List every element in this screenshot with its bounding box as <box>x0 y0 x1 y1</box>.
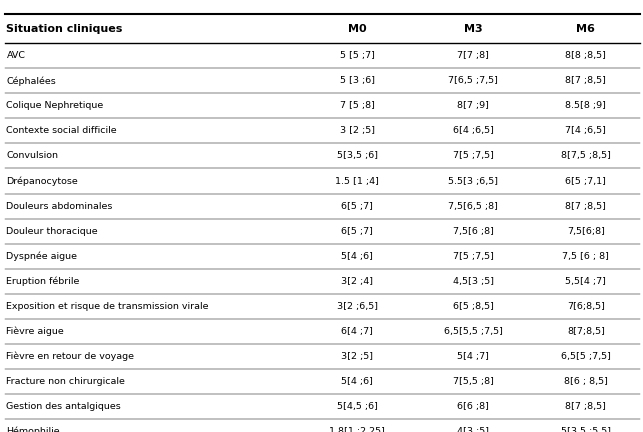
Text: Douleur thoracique: Douleur thoracique <box>6 227 98 235</box>
Text: 5,5[4 ;7]: 5,5[4 ;7] <box>565 277 606 286</box>
Text: Gestion des antalgiques: Gestion des antalgiques <box>6 402 121 411</box>
Text: Convulsion: Convulsion <box>6 152 59 160</box>
Text: 8[7;8,5]: 8[7;8,5] <box>567 327 605 336</box>
Text: Douleurs abdominales: Douleurs abdominales <box>6 202 113 210</box>
Text: 7[6;8,5]: 7[6;8,5] <box>567 302 605 311</box>
Text: 8.5[8 ;9]: 8.5[8 ;9] <box>565 102 606 110</box>
Text: 8[7 ;9]: 8[7 ;9] <box>457 102 489 110</box>
Text: 8[7 ;8,5]: 8[7 ;8,5] <box>565 402 606 411</box>
Text: Colique Nephretique: Colique Nephretique <box>6 102 104 110</box>
Text: Céphalées: Céphalées <box>6 76 56 86</box>
Text: 4[3 ;5]: 4[3 ;5] <box>457 427 489 432</box>
Text: 7[4 ;6,5]: 7[4 ;6,5] <box>565 127 606 135</box>
Text: Eruption fébrile: Eruption fébrile <box>6 276 80 286</box>
Text: 7,5 [6 ; 8]: 7,5 [6 ; 8] <box>563 252 610 260</box>
Text: 5 [3 ;6]: 5 [3 ;6] <box>340 76 375 85</box>
Text: Hémophilie: Hémophilie <box>6 427 60 432</box>
Text: 7[5,5 ;8]: 7[5,5 ;8] <box>453 377 494 386</box>
Text: 6[4 ;7]: 6[4 ;7] <box>341 327 374 336</box>
Text: 5[4 ;6]: 5[4 ;6] <box>341 377 374 386</box>
Text: 8[7 ;8,5]: 8[7 ;8,5] <box>565 202 606 210</box>
Text: 4,5[3 ;5]: 4,5[3 ;5] <box>453 277 494 286</box>
Text: 6[5 ;7,1]: 6[5 ;7,1] <box>565 177 606 185</box>
Text: 7 [5 ;8]: 7 [5 ;8] <box>340 102 375 110</box>
Text: 6[4 ;6,5]: 6[4 ;6,5] <box>453 127 494 135</box>
Text: 5[4 ;6]: 5[4 ;6] <box>341 252 374 260</box>
Text: Fièvre aigue: Fièvre aigue <box>6 327 64 336</box>
Text: 5[3,5 ;5,5]: 5[3,5 ;5,5] <box>561 427 611 432</box>
Text: 7,5[6;8]: 7,5[6;8] <box>567 227 605 235</box>
Text: 5[4,5 ;6]: 5[4,5 ;6] <box>337 402 378 411</box>
Text: 5[4 ;7]: 5[4 ;7] <box>457 352 489 361</box>
Text: Situation cliniques: Situation cliniques <box>6 23 123 34</box>
Text: Contexte social difficile: Contexte social difficile <box>6 127 117 135</box>
Text: 3 [2 ;5]: 3 [2 ;5] <box>340 127 375 135</box>
Text: 7,5[6 ;8]: 7,5[6 ;8] <box>453 227 494 235</box>
Text: 3[2 ;5]: 3[2 ;5] <box>341 352 374 361</box>
Text: Dyspnée aigue: Dyspnée aigue <box>6 251 77 261</box>
Text: 6[6 ;8]: 6[6 ;8] <box>457 402 489 411</box>
Text: Fièvre en retour de voyage: Fièvre en retour de voyage <box>6 352 134 361</box>
Text: M6: M6 <box>576 23 595 34</box>
Text: 6[5 ;7]: 6[5 ;7] <box>341 227 374 235</box>
Text: 8[7,5 ;8,5]: 8[7,5 ;8,5] <box>561 152 611 160</box>
Text: 6[5 ;8,5]: 6[5 ;8,5] <box>453 302 494 311</box>
Text: 5.5[3 ;6,5]: 5.5[3 ;6,5] <box>448 177 498 185</box>
Text: 6,5[5,5 ;7,5]: 6,5[5,5 ;7,5] <box>444 327 503 336</box>
Text: 8[7 ;8,5]: 8[7 ;8,5] <box>565 76 606 85</box>
Text: 5 [5 ;7]: 5 [5 ;7] <box>340 51 375 60</box>
Text: 1.5 [1 ;4]: 1.5 [1 ;4] <box>336 177 379 185</box>
Text: 1,8[1 ;2,25]: 1,8[1 ;2,25] <box>329 427 385 432</box>
Text: 7[5 ;7,5]: 7[5 ;7,5] <box>453 252 494 260</box>
Text: 7[6,5 ;7,5]: 7[6,5 ;7,5] <box>448 76 498 85</box>
Text: 6[5 ;7]: 6[5 ;7] <box>341 202 374 210</box>
Text: M3: M3 <box>464 23 482 34</box>
Text: 5[3,5 ;6]: 5[3,5 ;6] <box>337 152 378 160</box>
Text: M0: M0 <box>348 23 367 34</box>
Text: 3[2 ;4]: 3[2 ;4] <box>341 277 374 286</box>
Text: AVC: AVC <box>6 51 26 60</box>
Text: Fracture non chirurgicale: Fracture non chirurgicale <box>6 377 125 386</box>
Text: 7,5[6,5 ;8]: 7,5[6,5 ;8] <box>448 202 498 210</box>
Text: 7[7 ;8]: 7[7 ;8] <box>457 51 489 60</box>
Text: 8[8 ;8,5]: 8[8 ;8,5] <box>565 51 606 60</box>
Text: 3[2 ;6,5]: 3[2 ;6,5] <box>337 302 378 311</box>
Text: Drépanocytose: Drépanocytose <box>6 176 78 186</box>
Text: 7[5 ;7,5]: 7[5 ;7,5] <box>453 152 494 160</box>
Text: 6,5[5 ;7,5]: 6,5[5 ;7,5] <box>561 352 611 361</box>
Text: Exposition et risque de transmission virale: Exposition et risque de transmission vir… <box>6 302 209 311</box>
Text: 8[6 ; 8,5]: 8[6 ; 8,5] <box>564 377 608 386</box>
